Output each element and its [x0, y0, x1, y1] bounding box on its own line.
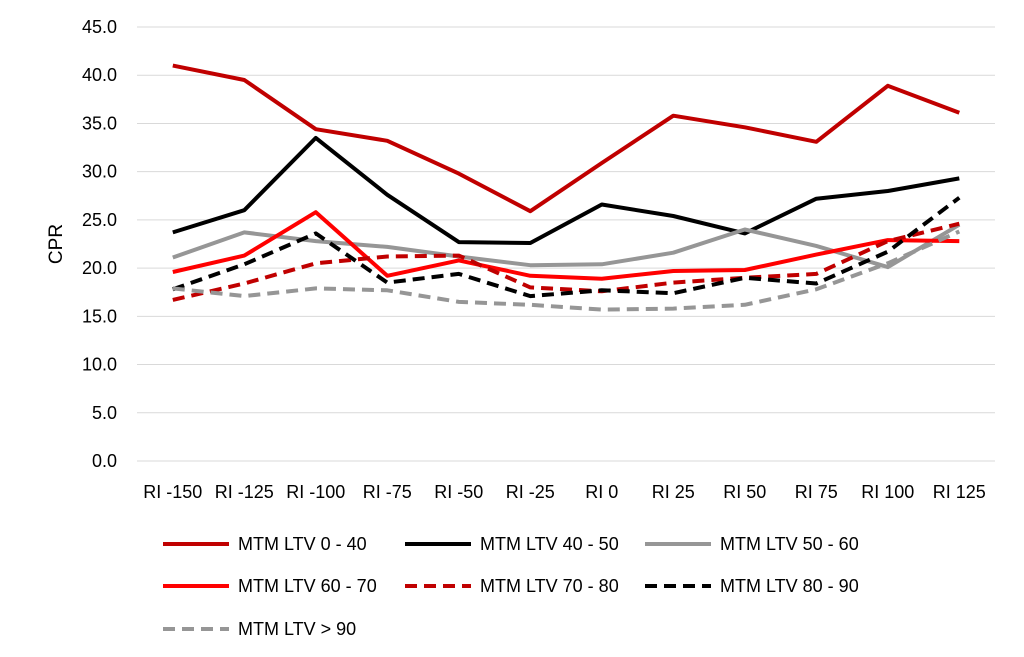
series-line	[172, 63, 961, 214]
y-tick-label: 10.0	[82, 355, 117, 375]
y-tick-label: 35.0	[82, 113, 117, 133]
y-tick-label: 45.0	[82, 17, 117, 37]
legend-label: MTM LTV 60 - 70	[238, 576, 377, 596]
x-tick-label: RI -25	[506, 482, 555, 502]
x-tick-label: RI -100	[286, 482, 345, 502]
x-tick-label: RI 75	[795, 482, 838, 502]
x-tick-label: RI 50	[723, 482, 766, 502]
legend-label: MTM LTV 40 - 50	[480, 534, 619, 554]
x-tick-label: RI -50	[434, 482, 483, 502]
x-tick-label: RI -125	[215, 482, 274, 502]
legend-label: MTM LTV 80 - 90	[720, 576, 859, 596]
legend-label: MTM LTV 50 - 60	[720, 534, 859, 554]
y-axis-ticks: 0.0 5.0 10.0 15.0 20.0 25.0 30.0 35.0 40.0 45.0	[82, 17, 117, 471]
x-tick-label: RI -150	[143, 482, 202, 502]
y-tick-label: 20.0	[82, 258, 117, 278]
legend-label: MTM LTV > 90	[238, 619, 356, 639]
series-lines	[172, 63, 961, 312]
x-axis-ticks: RI -150 RI -125 RI -100 RI -75 RI -50 RI -25 R…	[143, 482, 986, 502]
y-tick-label: 15.0	[82, 306, 117, 326]
y-tick-label: 25.0	[82, 210, 117, 230]
legend-label: MTM LTV 70 - 80	[480, 576, 619, 596]
x-tick-label: RI 125	[933, 482, 986, 502]
series-line	[172, 221, 960, 302]
series-line	[172, 210, 960, 281]
x-tick-label: RI 25	[652, 482, 695, 502]
series-line	[172, 135, 960, 245]
y-tick-label: 5.0	[92, 403, 117, 423]
legend-label: MTM LTV 0 - 40	[238, 534, 367, 554]
y-tick-label: 40.0	[82, 65, 117, 85]
y-tick-label: 0.0	[92, 451, 117, 471]
x-tick-label: RI -75	[363, 482, 412, 502]
y-tick-label: 30.0	[82, 162, 117, 182]
x-tick-label: RI 0	[585, 482, 618, 502]
y-axis-title: CPR	[46, 224, 67, 264]
series-line	[172, 196, 961, 299]
legend: MTM LTV 0 - 40 MTM LTV 40 - 50 MTM LTV 50 …	[163, 534, 859, 639]
x-tick-label: RI 100	[861, 482, 914, 502]
